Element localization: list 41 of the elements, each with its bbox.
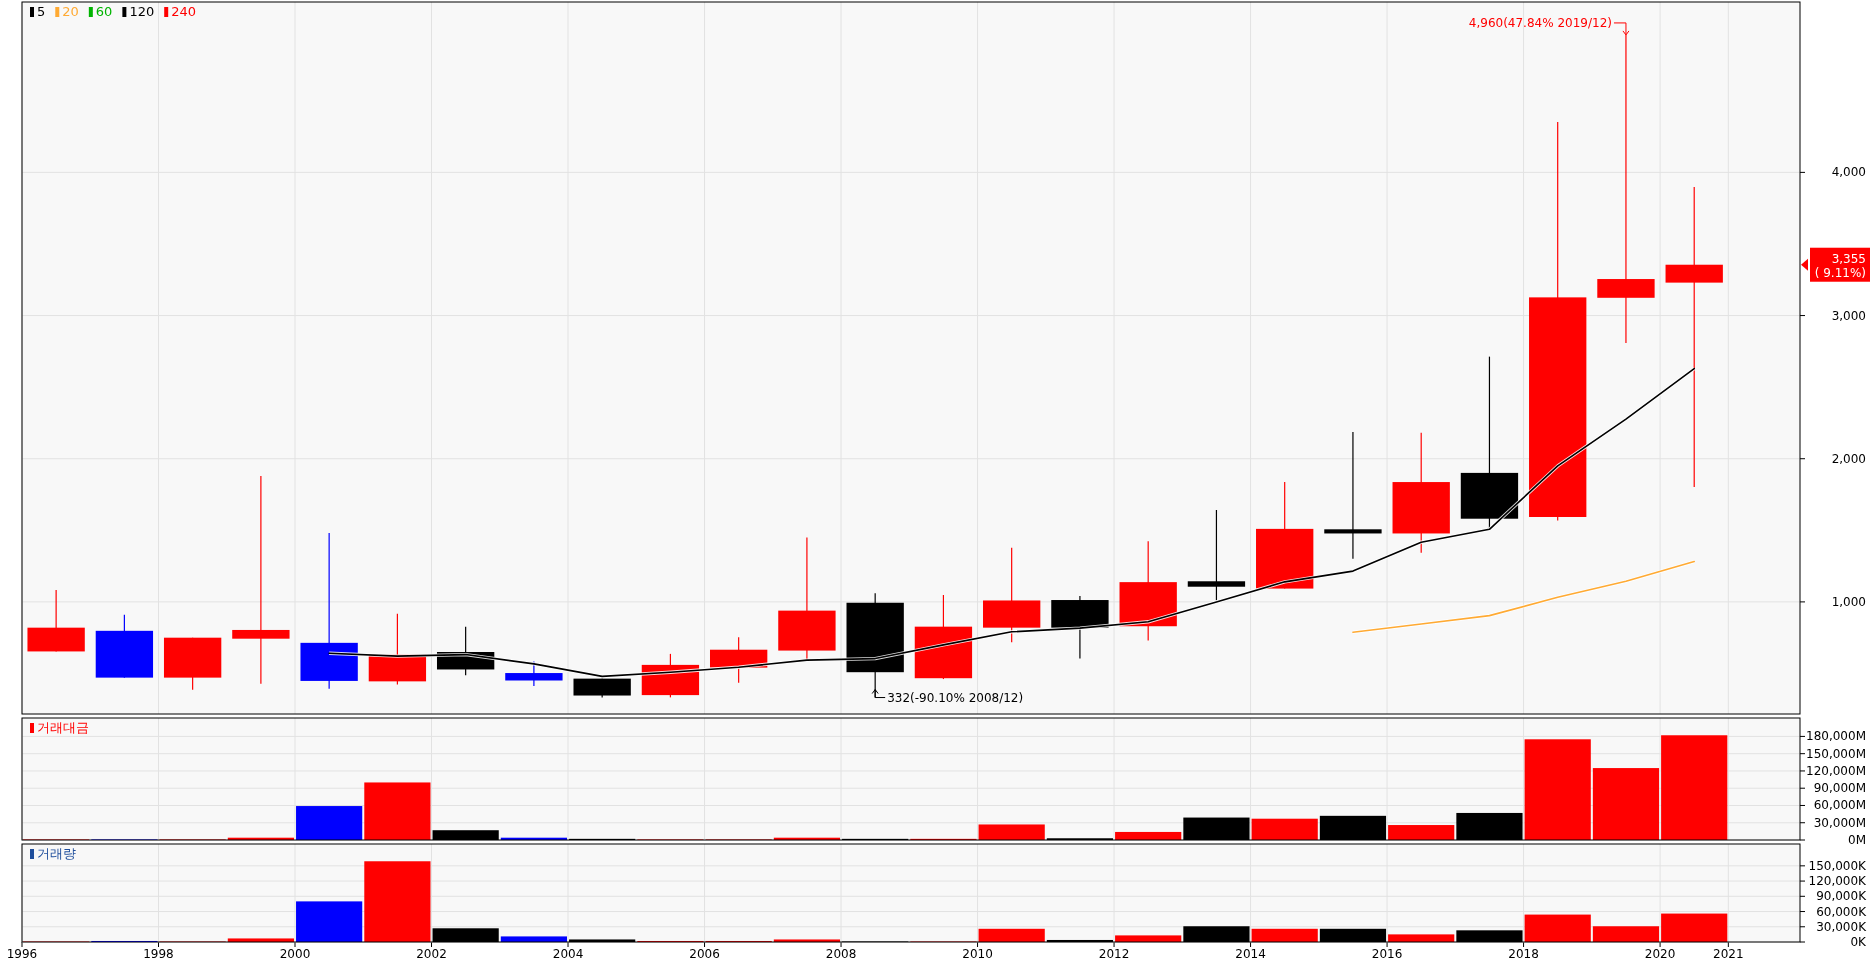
x-tick-label: 2012: [1098, 947, 1130, 961]
x-tick-label: 2018: [1508, 947, 1539, 961]
x-tick-label: 2016: [1371, 947, 1403, 961]
x-tick-label: 2004: [552, 947, 584, 961]
y-tick-label: 90,000K: [1816, 889, 1868, 904]
y-tick-label: 3,000: [1831, 308, 1866, 323]
y-tick-label: 1,000: [1831, 594, 1866, 609]
y-tick-label: 30,000M: [1813, 815, 1866, 830]
x-tick-label: 2021: [1713, 947, 1744, 961]
x-tick-label: 2010: [962, 947, 993, 961]
legend-label: 240: [171, 4, 197, 19]
x-tick-label: 2000: [279, 947, 311, 961]
legend-label: 120: [129, 4, 155, 19]
legend-label: 60: [95, 4, 113, 19]
y-tick-label: 2,000: [1831, 451, 1866, 466]
text: 3,355 ( 9.11%): [1814, 251, 1866, 280]
y-tick-label: 150,000M: [1806, 746, 1866, 761]
legend: 거래대금: [30, 720, 89, 735]
annotation: 4,960(47.84% 2019/12): [1468, 15, 1612, 30]
x-tick-label: 1996: [6, 947, 38, 961]
y-tick-label: 60,000K: [1816, 904, 1868, 919]
x-tick-label: 2020: [1644, 947, 1676, 961]
y-tick-label: 180,000M: [1806, 729, 1866, 744]
y-tick-label: 4,000: [1831, 165, 1866, 180]
annotation: 332(-90.10% 2008/12): [887, 690, 1024, 705]
x-tick-label: 2014: [1235, 947, 1266, 961]
x-tick-label: 2008: [825, 947, 857, 961]
y-tick-label: 90,000M: [1813, 781, 1866, 796]
y-tick-label: 30,000K: [1816, 919, 1868, 934]
legend-label: 20: [62, 4, 79, 19]
legend: 거래량: [30, 846, 76, 861]
y-tick-label: 120,000M: [1806, 763, 1866, 778]
y-tick-label: 150,000K: [1808, 858, 1868, 873]
x-tick-label: 2006: [689, 947, 720, 961]
legend-label: 5: [37, 4, 46, 19]
y-tick-label: 60,000M: [1813, 798, 1866, 813]
y-tick-label: 120,000K: [1808, 874, 1868, 889]
x-tick-label: 2002: [416, 947, 447, 961]
y-tick-label: 0M: [1848, 833, 1866, 847]
y-tick-label: 0K: [1850, 935, 1868, 949]
x-tick-label: 1998: [143, 947, 174, 961]
